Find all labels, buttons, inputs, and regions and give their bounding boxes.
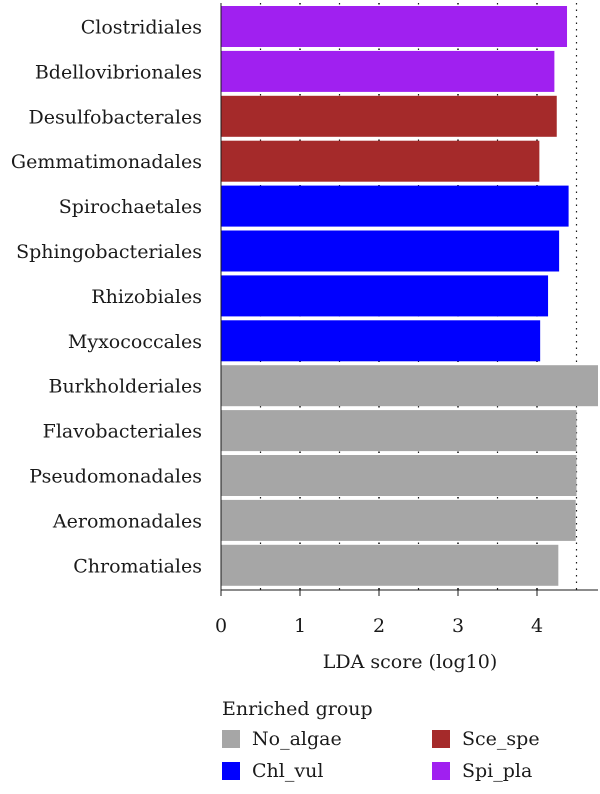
category-label: Gemmatimonadales xyxy=(11,151,202,173)
category-label: Desulfobacterales xyxy=(28,106,202,128)
legend-item-spi-pla: Spi_pla xyxy=(432,760,592,782)
legend-label-spi-pla: Spi_pla xyxy=(462,760,533,782)
bar-aeromonadales xyxy=(221,499,576,541)
legend-swatch-chl-vul xyxy=(222,762,240,780)
x-axis-title: LDA score (log10) xyxy=(323,651,498,673)
category-label: Clostridiales xyxy=(81,17,202,39)
category-label: Aeromonadales xyxy=(52,510,202,532)
category-label: Pseudomonadales xyxy=(29,466,202,488)
category-label: Rhizobiales xyxy=(91,286,202,308)
legend-label-no-algae: No_algae xyxy=(252,728,342,750)
bar-burkholderiales xyxy=(221,365,598,407)
x-tick-label: 4 xyxy=(531,615,543,637)
bar-flavobacteriales xyxy=(221,410,577,452)
bar-desulfobacterales xyxy=(221,95,557,137)
x-tick-label: 1 xyxy=(294,615,306,637)
legend-swatch-spi-pla xyxy=(432,762,450,780)
category-label: Chromatiales xyxy=(73,555,202,577)
legend-label-sce-spe: Sce_spe xyxy=(462,728,540,750)
legend-label-chl-vul: Chl_vul xyxy=(252,760,324,782)
lda-bar-chart: Clostridiales Bdellovibrionales Desulfobac… xyxy=(11,3,598,673)
category-label: Myxococcales xyxy=(68,331,202,353)
legend: Enriched group No_algae Sce_spe Chl_vul … xyxy=(222,698,592,782)
category-label: Spirochaetales xyxy=(59,196,202,218)
bar-myxococcales xyxy=(221,320,541,362)
bar-sphingobacteriales xyxy=(221,230,560,272)
x-tick-label: 2 xyxy=(373,615,385,637)
bar-gemmatimonadales xyxy=(221,140,540,182)
category-label: Sphingobacteriales xyxy=(16,241,202,263)
bar-bdellovibrionales xyxy=(221,50,555,92)
bar-pseudomonadales xyxy=(221,455,577,496)
legend-item-no-algae: No_algae xyxy=(222,728,432,750)
bar-chromatiales xyxy=(221,544,559,586)
category-label: Burkholderiales xyxy=(48,376,202,398)
bar-clostridiales xyxy=(221,6,568,47)
legend-item-chl-vul: Chl_vul xyxy=(222,760,432,782)
bar-spirochaetales xyxy=(221,185,569,227)
x-tick-label: 0 xyxy=(215,615,227,637)
legend-title: Enriched group xyxy=(222,698,373,720)
legend-swatch-sce-spe xyxy=(432,730,450,748)
legend-item-sce-spe: Sce_spe xyxy=(432,728,592,750)
x-tick-label: 3 xyxy=(452,615,464,637)
legend-swatch-no-algae xyxy=(222,730,240,748)
bar-rhizobiales xyxy=(221,275,549,317)
category-label: Bdellovibrionales xyxy=(35,61,202,83)
category-label: Flavobacteriales xyxy=(43,421,202,443)
